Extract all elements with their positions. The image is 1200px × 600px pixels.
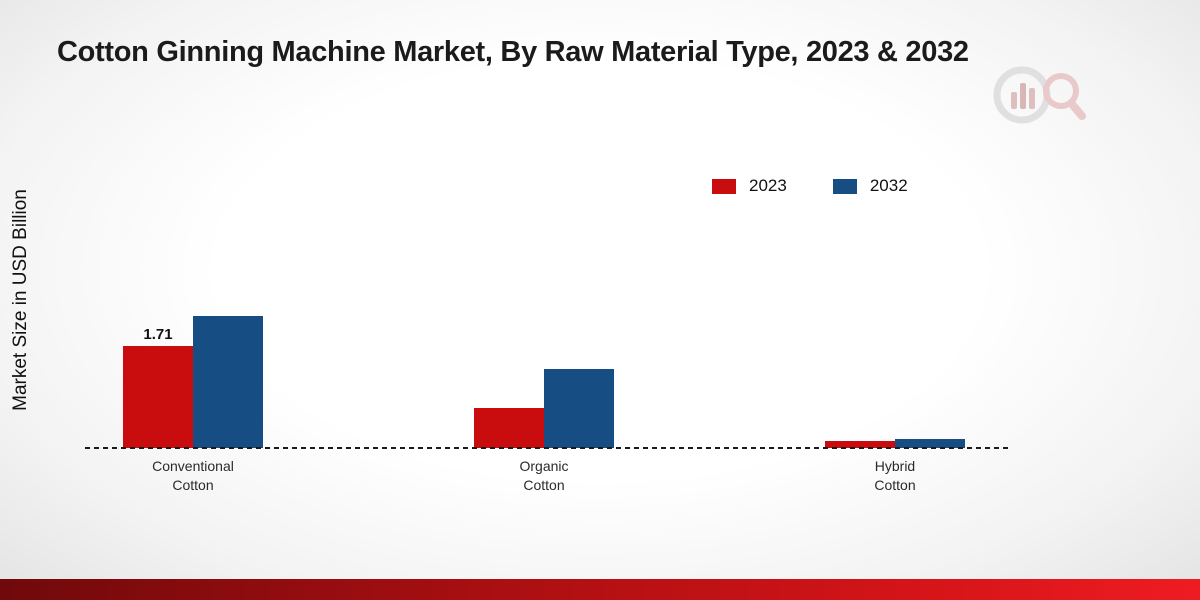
bar-column [895, 439, 965, 448]
legend-item-2023: 2023 [712, 176, 787, 196]
legend-label-2032: 2032 [869, 176, 908, 195]
bar-column [544, 369, 614, 448]
bar-column: 1.71 [123, 326, 193, 448]
category-label-organic-cotton: Organic Cotton [519, 458, 569, 493]
category-label-conventional-cotton: Conventional Cotton [152, 458, 234, 493]
chart-legend: 2023 2032 [712, 176, 908, 196]
watermark-logo [993, 66, 1086, 124]
footer-accent-band [0, 579, 1200, 600]
bar-column [474, 408, 544, 448]
bar-2032-organic-cotton [544, 369, 614, 448]
bar-group-organic-cotton: Organic Cotton [474, 186, 614, 493]
bar-2023-conventional-cotton [123, 346, 193, 448]
bar-pair [825, 439, 965, 448]
category-label-hybrid-cotton: Hybrid Cotton [874, 458, 916, 493]
bar-2032-conventional-cotton [193, 316, 263, 448]
legend-swatch-2023 [712, 178, 736, 194]
bar-pair: 1.71 [123, 316, 263, 448]
bar-2023-organic-cotton [474, 408, 544, 448]
bar-column [193, 316, 263, 448]
bar-column [825, 441, 895, 448]
y-axis-label: Market Size in USD Billion [10, 189, 31, 411]
legend-item-2032: 2032 [832, 176, 908, 196]
legend-swatch-2032 [832, 178, 857, 194]
plot-area: 1.71 Conventional Cotton Organic Cotton Hyb… [85, 186, 1010, 493]
chart-title: Cotton Ginning Machine Market, By Raw Ma… [57, 36, 969, 68]
bar-2023-hybrid-cotton [825, 441, 895, 448]
x-axis-dashed-line [85, 447, 1010, 449]
bar-value-label: 1.71 [143, 326, 173, 343]
bar-pair [474, 369, 614, 448]
legend-label-2023: 2023 [749, 176, 787, 195]
bar-group-hybrid-cotton: Hybrid Cotton [825, 186, 965, 493]
bar-2032-hybrid-cotton [895, 439, 965, 448]
bar-group-conventional-cotton: 1.71 Conventional Cotton [123, 186, 263, 493]
bar-groups: 1.71 Conventional Cotton Organic Cotton Hyb… [85, 186, 1010, 493]
